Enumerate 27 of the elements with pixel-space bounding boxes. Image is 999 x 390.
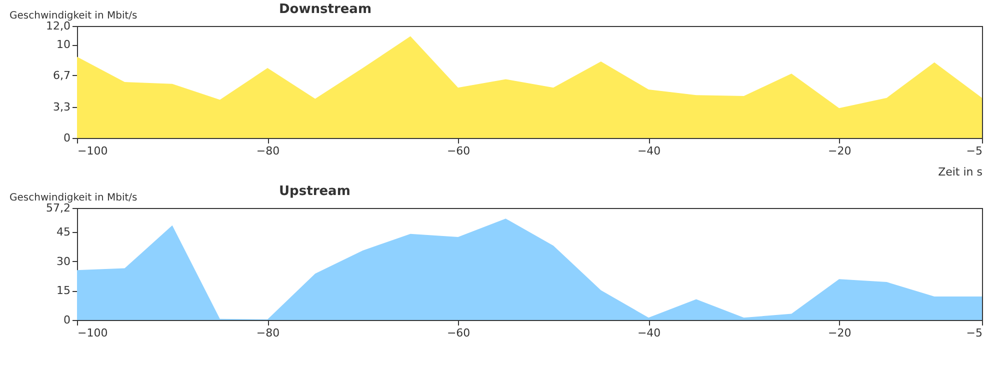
x-tick-label: −5 [966,326,982,340]
chart-title: Upstream [279,184,350,199]
y-tick-label: 6,7 [53,68,70,82]
y-tick-label: 15 [56,284,70,298]
chart-title: Downstream [279,2,372,17]
x-tick-label: −80 [256,326,280,340]
x-tick-label: −40 [637,326,661,340]
y-tick-label: 12,0 [46,20,70,32]
x-tick-label: −60 [446,144,470,158]
y-tick-label: 30 [56,254,70,268]
y-axis-title: Geschwindigkeit in Mbit/s [10,192,138,204]
y-tick-label: 57,2 [46,202,70,214]
x-tick-label: −80 [256,144,280,158]
x-tick-label: −100 [78,144,108,158]
x-tick-label: −20 [828,144,852,158]
x-tick-label: −100 [78,326,108,340]
x-tick-label: −5 [966,144,982,158]
x-tick-label: −60 [446,326,470,340]
y-tick-label: 0 [64,314,70,326]
y-tick-label: 3,3 [53,100,70,114]
x-axis-title: Zeit in s [938,166,983,178]
y-tick-label: 0 [64,132,70,144]
y-axis-title: Geschwindigkeit in Mbit/s [10,10,138,22]
y-tick-label: 45 [56,225,70,238]
x-tick-label: −40 [637,144,661,158]
x-tick-label: −20 [828,326,852,340]
y-tick-label: 10 [56,38,70,52]
